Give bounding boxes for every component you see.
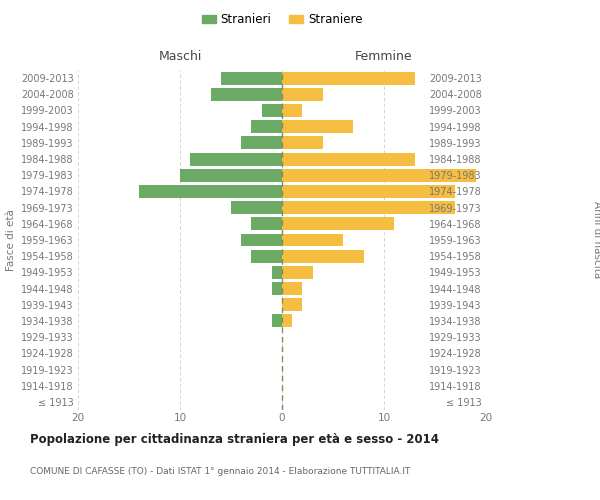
Bar [272, 282, 282, 295]
Bar [282, 72, 415, 85]
Bar [231, 201, 282, 214]
Bar [282, 185, 455, 198]
Bar [139, 185, 282, 198]
Bar [282, 266, 313, 279]
Bar [282, 104, 302, 117]
Bar [282, 314, 292, 328]
Bar [251, 250, 282, 262]
Bar [282, 136, 323, 149]
Text: Popolazione per cittadinanza straniera per età e sesso - 2014: Popolazione per cittadinanza straniera p… [30, 432, 439, 446]
Bar [282, 218, 394, 230]
Bar [251, 120, 282, 133]
Bar [221, 72, 282, 85]
Y-axis label: Fasce di età: Fasce di età [5, 209, 16, 271]
Bar [262, 104, 282, 117]
Text: Anni di nascita: Anni di nascita [592, 202, 600, 278]
Text: Maschi: Maschi [158, 50, 202, 62]
Bar [241, 234, 282, 246]
Text: COMUNE DI CAFASSE (TO) - Dati ISTAT 1° gennaio 2014 - Elaborazione TUTTITALIA.IT: COMUNE DI CAFASSE (TO) - Dati ISTAT 1° g… [30, 468, 410, 476]
Bar [282, 152, 415, 166]
Bar [282, 298, 302, 311]
Bar [282, 88, 323, 101]
Bar [282, 282, 302, 295]
Bar [282, 169, 476, 181]
Legend: Stranieri, Straniere: Stranieri, Straniere [197, 8, 367, 31]
Bar [211, 88, 282, 101]
Bar [282, 234, 343, 246]
Bar [190, 152, 282, 166]
Bar [251, 218, 282, 230]
Bar [241, 136, 282, 149]
Bar [282, 120, 353, 133]
Bar [180, 169, 282, 181]
Text: Femmine: Femmine [355, 50, 413, 62]
Bar [272, 314, 282, 328]
Bar [272, 266, 282, 279]
Bar [282, 201, 455, 214]
Bar [282, 250, 364, 262]
